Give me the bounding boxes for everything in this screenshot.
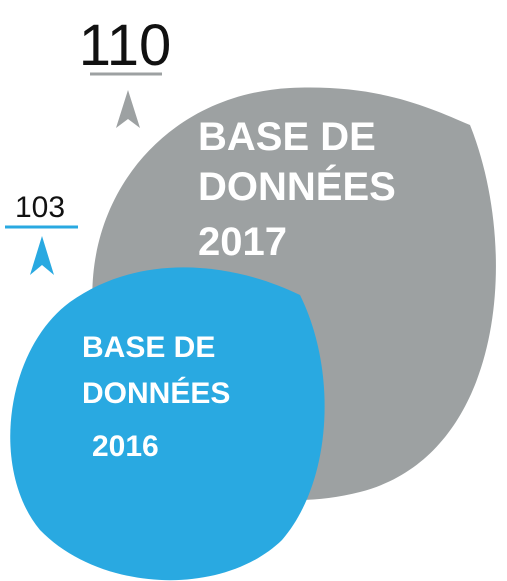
blob-2016 [10,267,325,581]
label-2017-line: BASE DE [198,115,376,159]
arrow-2016 [30,236,54,275]
label-2016-line: DONNÉES [82,376,230,410]
label-2017-line: DONNÉES [198,164,396,209]
value-2017: 110 [79,13,171,78]
arrow-2017 [116,90,140,128]
label-2016-line: BASE DE [82,331,215,364]
label-2017-line: 2017 [198,220,287,264]
value-2016: 103 [15,191,65,224]
label-2016-line: 2016 [92,430,159,463]
